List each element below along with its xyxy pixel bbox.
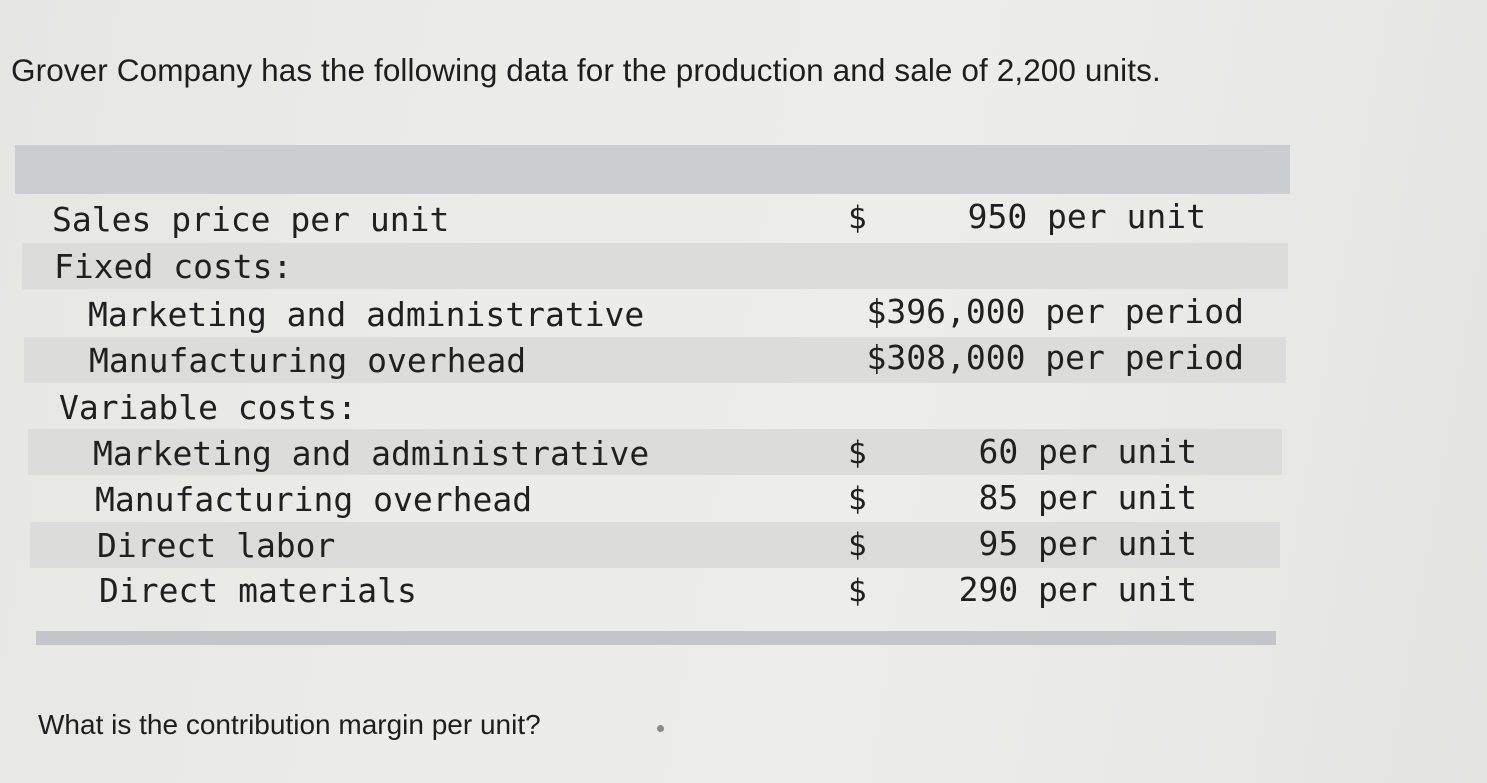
currency-symbol: $: [848, 527, 867, 563]
row-amount: 290 per unit: [958, 570, 1197, 609]
row-label: Sales price per unit: [52, 200, 450, 239]
table-header-bar: [15, 145, 1290, 194]
row-amount: 95 per unit: [978, 524, 1197, 563]
row-label: Marketing and administrative: [88, 295, 645, 334]
row-label: Direct materials: [99, 571, 417, 610]
row-label: Manufacturing overhead: [89, 341, 527, 380]
question-marker-dot: [657, 725, 664, 732]
row-stripe: [24, 337, 1286, 383]
table-footer-bar: [36, 631, 1276, 645]
row-amount: 950 per unit: [967, 197, 1206, 236]
row-amount: 60 per unit: [978, 432, 1197, 471]
problem-title: Grover Company has the following data fo…: [11, 52, 1161, 88]
currency-symbol: $: [848, 435, 867, 471]
row-amount: $308,000 per period: [866, 338, 1245, 377]
row-stripe: [30, 522, 1280, 568]
currency-symbol: $: [848, 573, 867, 609]
row-label: Direct labor: [97, 526, 336, 565]
currency-symbol: $: [848, 481, 867, 517]
section-label: Fixed costs:: [54, 247, 293, 286]
row-label: Manufacturing overhead: [95, 480, 533, 519]
question-text: What is the contribution margin per unit…: [38, 709, 541, 740]
row-amount: $396,000 per period: [866, 292, 1245, 331]
row-label: Marketing and administrative: [93, 434, 650, 473]
row-amount: 85 per unit: [978, 478, 1197, 517]
row-stripe: [22, 243, 1288, 289]
section-label: Variable costs:: [59, 388, 358, 427]
currency-symbol: $: [848, 200, 867, 236]
row-stripe: [28, 429, 1282, 475]
